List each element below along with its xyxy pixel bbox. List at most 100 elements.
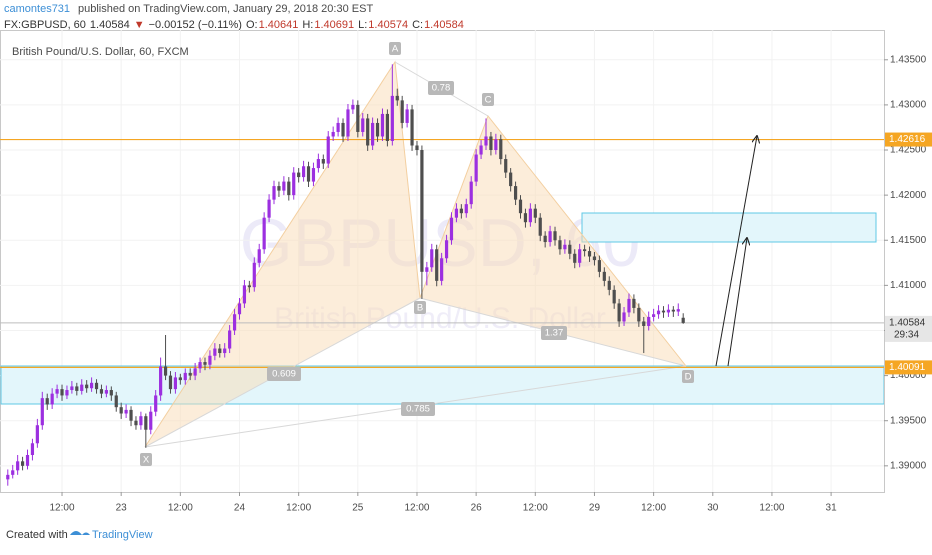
- zone: [581, 212, 877, 243]
- candle-body: [326, 136, 330, 164]
- candle-body: [30, 443, 35, 456]
- candle-body: [454, 208, 459, 218]
- candle-body: [578, 249, 582, 263]
- candle-body: [440, 258, 444, 281]
- candle-body: [380, 113, 385, 137]
- label-box: [414, 301, 426, 314]
- candle-body: [45, 398, 49, 405]
- candle-body: [415, 145, 419, 151]
- candle-body: [375, 122, 380, 137]
- candle-body: [430, 249, 434, 268]
- candle-body: [356, 104, 360, 132]
- candle-body: [425, 267, 429, 272]
- footer-brand[interactable]: TradingView: [92, 529, 153, 541]
- candle-body: [652, 314, 656, 317]
- candle-body: [592, 256, 597, 261]
- candle-body: [346, 109, 350, 137]
- countdown: 29:34: [894, 330, 919, 341]
- candle-body: [311, 168, 316, 182]
- candle-body: [80, 384, 84, 391]
- x-tick-label: 23: [116, 503, 128, 514]
- point-label: A: [392, 44, 399, 55]
- label-box: [541, 326, 567, 340]
- candle-body: [282, 181, 286, 191]
- axes: 1.390001.395001.400001.405001.410001.415…: [50, 54, 932, 514]
- candle-body: [208, 355, 212, 365]
- candle-body: [656, 310, 661, 315]
- x-tick-label: 24: [234, 503, 246, 514]
- published: published on TradingView.com, January 29…: [78, 3, 373, 15]
- label-box: [267, 367, 301, 381]
- footer-bg: [0, 515, 932, 550]
- point-label: D: [685, 372, 692, 383]
- x-tick-label: 31: [826, 503, 838, 514]
- candle-body: [558, 240, 562, 250]
- candle-body: [124, 409, 128, 414]
- candle-body: [60, 389, 64, 396]
- author[interactable]: camontes731: [4, 3, 70, 15]
- x-tick-label: 12:00: [523, 503, 548, 514]
- candle-body: [213, 348, 217, 356]
- candle-body: [139, 416, 143, 426]
- candle-body: [223, 348, 227, 354]
- zone: [0, 365, 885, 405]
- ohlc-value: 1.40584: [424, 19, 464, 31]
- logo: [70, 531, 90, 535]
- y-tick-label: 1.43000: [890, 100, 927, 111]
- last-price: 1.40584: [90, 19, 130, 31]
- candle-body: [232, 314, 237, 331]
- candle-body: [617, 303, 621, 322]
- point-label: B: [417, 303, 423, 314]
- candle-body: [612, 289, 616, 304]
- y-tick-label: 1.39000: [890, 460, 927, 471]
- candle-body: [55, 389, 59, 394]
- candle-body: [297, 172, 301, 178]
- label-box: [401, 402, 435, 416]
- candle-body: [178, 377, 182, 381]
- y-tick-label: 1.42000: [890, 190, 927, 201]
- ohlc-value: 1.40691: [314, 19, 354, 31]
- candle-body: [533, 208, 537, 218]
- candles: [6, 64, 685, 486]
- candle-body: [513, 186, 518, 200]
- candle-body: [262, 217, 266, 250]
- ohlc-key: H:: [302, 19, 313, 31]
- candle-body: [228, 330, 232, 349]
- candle-body: [109, 390, 113, 396]
- candle-body: [237, 303, 242, 315]
- x-tick-label: 12:00: [641, 503, 666, 514]
- x-tick-label: 12:00: [50, 503, 75, 514]
- candle-body: [444, 240, 449, 259]
- x-tick-label: 12:00: [168, 503, 193, 514]
- candle-body: [583, 249, 587, 252]
- candle-body: [661, 310, 666, 313]
- ohlc-key: L:: [358, 19, 367, 31]
- ratio-label: 0.78: [432, 83, 451, 94]
- candle-body: [331, 131, 335, 137]
- arrow: ▼: [134, 19, 145, 31]
- candle-body: [563, 244, 567, 250]
- candle-body: [316, 159, 320, 169]
- candle-body: [99, 389, 104, 394]
- candle-body: [622, 312, 626, 322]
- chart-title: British Pound/U.S. Dollar, 60, FXCM: [12, 46, 189, 58]
- candle-body: [366, 118, 370, 146]
- ohlc-key: C:: [412, 19, 423, 31]
- y-tick-label: 1.40000: [890, 370, 927, 381]
- price-label: 1.40584: [889, 318, 926, 329]
- candle-body: [292, 172, 296, 196]
- candle-body: [257, 249, 261, 263]
- candle-body: [637, 307, 641, 322]
- symbol: FX:GBPUSD, 60: [4, 19, 86, 31]
- candle-body: [188, 372, 192, 376]
- point-label: C: [485, 95, 492, 106]
- candle-body: [301, 166, 306, 178]
- candle-body: [50, 393, 54, 405]
- candle-body: [173, 377, 178, 390]
- candle-body: [119, 407, 123, 414]
- candle-body: [11, 470, 15, 475]
- candle-body: [89, 382, 94, 389]
- candle-body: [385, 113, 390, 141]
- candle-body: [25, 455, 30, 466]
- candle-body: [405, 109, 409, 123]
